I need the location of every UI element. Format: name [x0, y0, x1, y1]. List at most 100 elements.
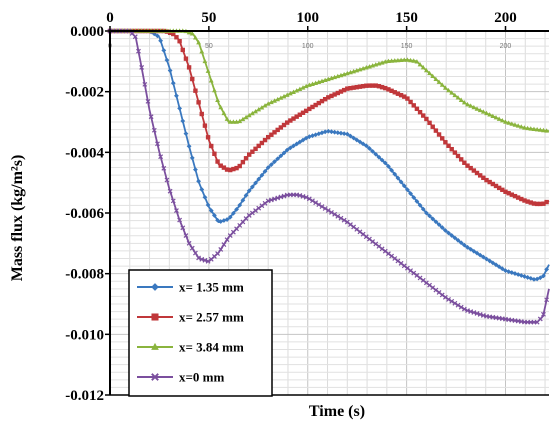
series-marker: [468, 309, 474, 314]
series-marker: [443, 140, 448, 145]
series-marker: [386, 58, 391, 64]
series-marker: [357, 139, 363, 145]
series-marker: [433, 76, 439, 81]
series-marker: [196, 178, 201, 184]
faint-x-tick-label: 150: [401, 43, 413, 50]
series-marker: [247, 152, 252, 157]
series-marker: [183, 131, 189, 137]
series-marker: [230, 210, 236, 216]
series-marker: [291, 116, 296, 121]
series-marker: [231, 166, 236, 172]
series-marker: [449, 233, 455, 238]
x-tick-label: 100: [296, 10, 319, 26]
series-marker: [186, 240, 192, 246]
series-marker: [534, 126, 540, 132]
series-marker: [338, 130, 344, 136]
series-marker: [288, 118, 293, 123]
series-marker: [256, 107, 262, 112]
series-marker: [259, 105, 265, 110]
series-marker: [480, 312, 486, 318]
series-marker: [281, 93, 287, 99]
series-marker: [291, 89, 296, 94]
series-marker: [281, 122, 287, 128]
x-tick-label: 50: [201, 10, 216, 26]
series-marker: [389, 167, 394, 173]
series-marker: [234, 206, 239, 212]
y-tick-label: -0.012: [65, 388, 104, 404]
series-marker: [452, 92, 458, 98]
series-marker: [335, 213, 341, 219]
series-marker: [199, 256, 205, 262]
series-marker: [455, 237, 461, 243]
series-marker: [373, 83, 378, 88]
series-marker: [455, 95, 461, 100]
series-marker: [300, 85, 306, 90]
series-marker: [338, 89, 344, 94]
series-marker: [401, 183, 407, 189]
series-marker: [136, 48, 141, 54]
series-marker: [446, 143, 451, 148]
series-marker: [186, 143, 192, 149]
series-marker: [253, 180, 258, 186]
series-2: [107, 28, 550, 207]
series-marker: [193, 167, 198, 172]
series-marker: [480, 109, 486, 114]
series-marker: [442, 294, 448, 300]
series-marker: [329, 209, 334, 215]
series-marker: [268, 197, 274, 203]
series-marker: [329, 129, 334, 135]
series-marker: [278, 125, 284, 130]
series-marker: [348, 133, 353, 139]
series-marker: [462, 160, 467, 165]
series-marker: [230, 119, 236, 124]
series-marker: [174, 35, 179, 40]
series-marker: [471, 104, 477, 110]
series-marker: [424, 116, 429, 122]
series-marker: [496, 185, 502, 191]
series-marker: [199, 187, 205, 192]
series-marker: [537, 127, 543, 132]
series-marker: [205, 68, 211, 73]
series-marker: [300, 110, 306, 115]
series-marker: [500, 187, 505, 193]
series-marker: [427, 120, 432, 126]
series-marker: [275, 195, 281, 201]
series-marker: [446, 296, 451, 302]
series-marker: [313, 132, 319, 138]
legend-label: x= 2.57 mm: [179, 310, 244, 325]
series-marker: [249, 110, 255, 116]
legend-label: x= 3.84 mm: [179, 340, 244, 355]
series-marker: [221, 165, 227, 170]
series-marker: [278, 194, 284, 200]
series-marker: [455, 153, 461, 159]
series-marker: [528, 126, 534, 131]
series-marker: [468, 103, 474, 108]
series-marker: [297, 86, 303, 92]
series-marker: [541, 311, 546, 317]
series-marker: [449, 90, 455, 95]
series-marker: [224, 116, 230, 121]
series-marker: [335, 130, 341, 136]
series-marker: [452, 150, 458, 155]
series-marker: [306, 196, 312, 202]
series-marker: [402, 94, 407, 99]
series-marker: [351, 85, 356, 90]
series-marker: [433, 219, 439, 225]
series-marker: [193, 35, 198, 40]
series-marker: [272, 196, 277, 202]
series-marker: [326, 95, 331, 100]
series-marker: [490, 260, 496, 266]
series-marker: [215, 251, 220, 256]
series-marker: [534, 201, 540, 207]
series-marker: [164, 57, 170, 63]
series-marker: [297, 112, 303, 117]
series-marker: [142, 81, 148, 87]
series-marker: [461, 99, 467, 105]
series-marker: [344, 131, 350, 137]
series-marker: [531, 126, 537, 131]
series-marker: [161, 165, 167, 171]
series-marker: [496, 264, 502, 270]
series-marker: [417, 202, 423, 208]
legend-item: x=0 mm: [137, 370, 224, 385]
